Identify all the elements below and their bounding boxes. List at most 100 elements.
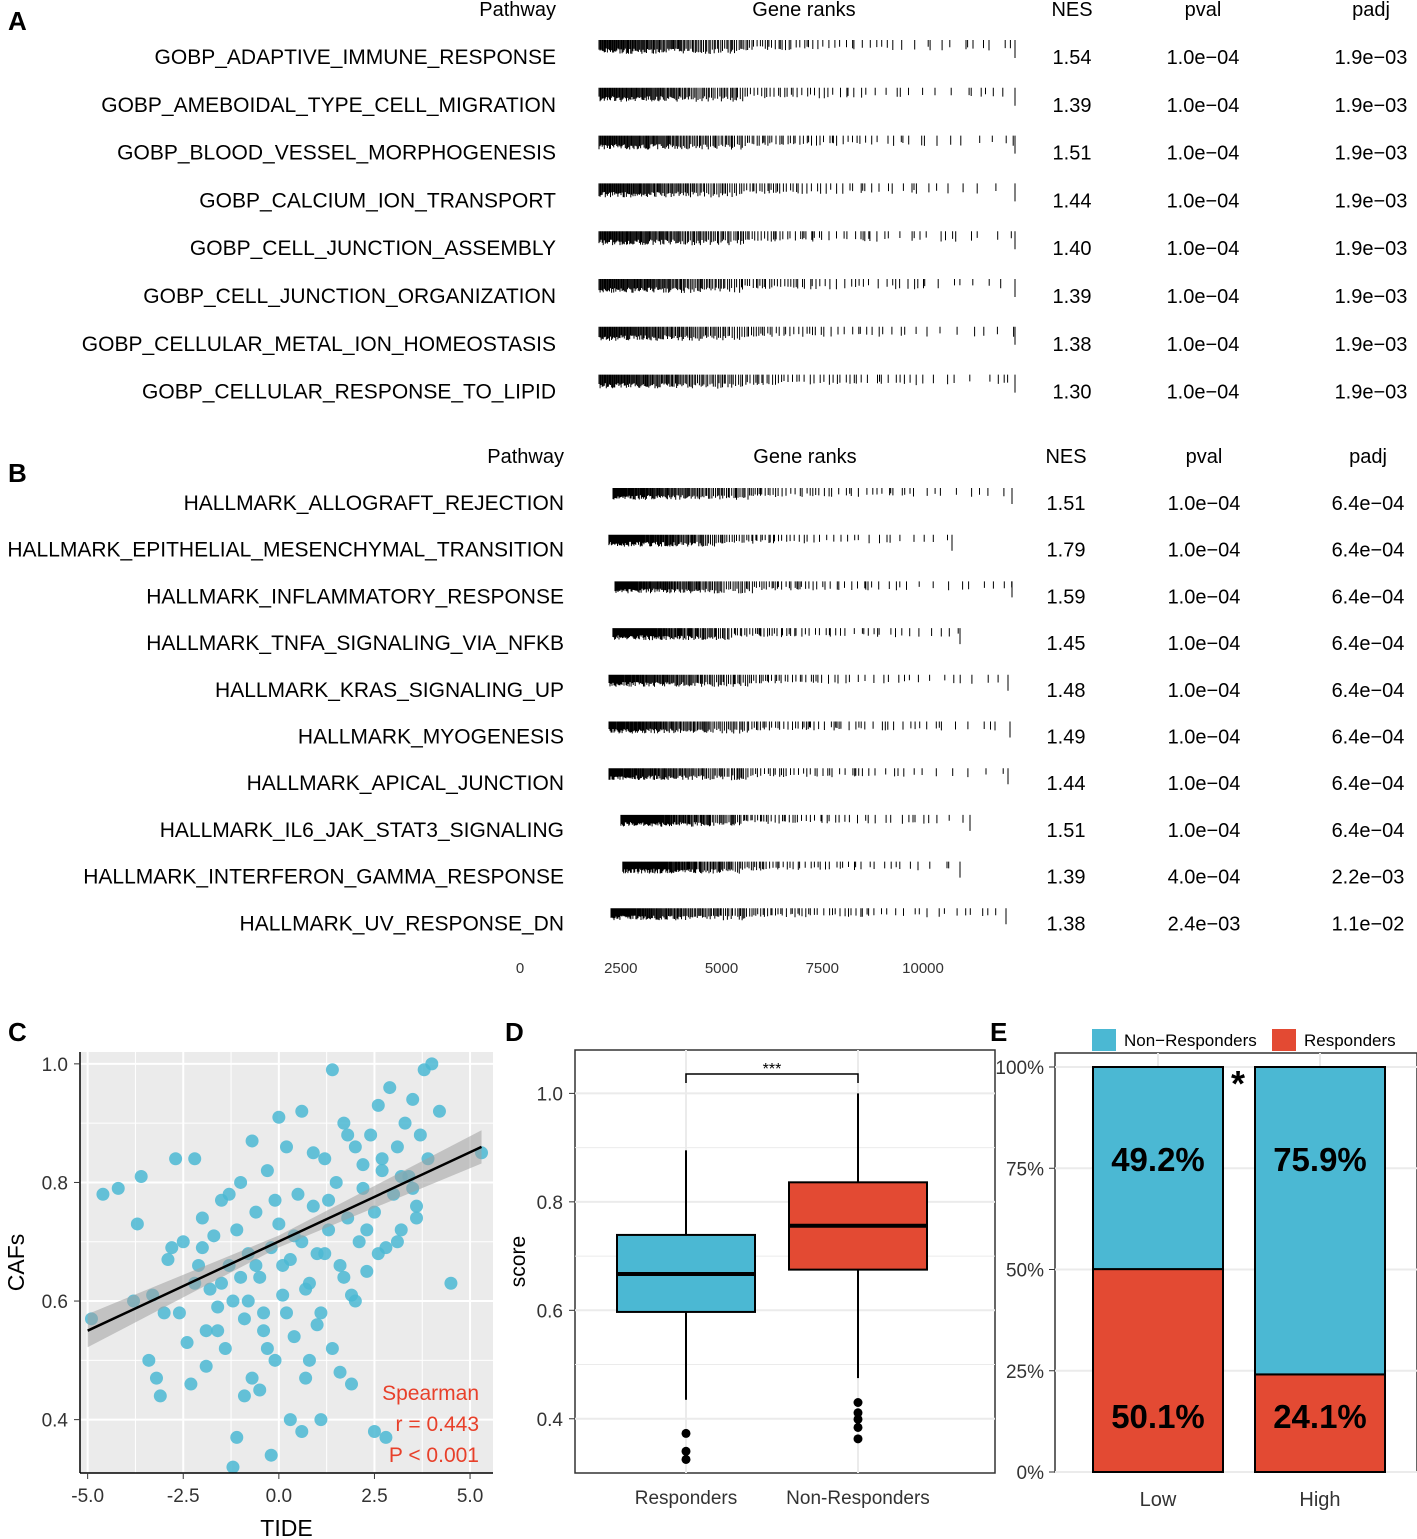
data-label-non-responders: 49.2%	[1111, 1141, 1205, 1178]
scatter-point	[367, 1424, 381, 1438]
legend-swatch-non-responders	[1092, 1029, 1116, 1051]
table-row: HALLMARK_EPITHELIAL_MESENCHYMAL_TRANSITI…	[7, 534, 1404, 562]
pathway-label: GOBP_BLOOD_VESSEL_MORPHOGENESIS	[117, 142, 556, 165]
panel-b-rank-axis: 0 2500 5000 7500 10000	[516, 960, 944, 977]
scatter-point	[214, 1276, 228, 1290]
y-tick-label: 1.0	[42, 1055, 68, 1076]
pathway-label: HALLMARK_APICAL_JUNCTION	[247, 772, 564, 795]
legend-label-non-responders: Non−Responders	[1124, 1031, 1257, 1050]
scatter-point	[432, 1104, 446, 1118]
scatter-point	[149, 1371, 163, 1385]
scatter-point	[314, 1306, 328, 1320]
scatter-point	[410, 1211, 424, 1225]
table-row: GOBP_CALCIUM_ION_TRANSPORT 1.44 1.0e−04 1.9…	[199, 183, 1407, 212]
padj-value: 6.4e−04	[1332, 727, 1405, 749]
pval-value: 1.0e−04	[1167, 95, 1240, 117]
spearman-annotation: r = 0.443	[396, 1413, 479, 1436]
scatter-point	[234, 1270, 248, 1284]
pval-value: 1.0e−04	[1168, 680, 1241, 702]
scatter-point	[410, 1199, 424, 1213]
nes-value: 1.45	[1047, 633, 1086, 655]
y-axis-title: score	[507, 1236, 530, 1287]
regression-line	[87, 1145, 483, 1332]
scatter-point	[241, 1294, 255, 1308]
barcode-ticks	[612, 628, 959, 641]
nes-value: 1.49	[1047, 727, 1086, 749]
scatter-point	[245, 1134, 259, 1148]
table-row: HALLMARK_APICAL_JUNCTION 1.44 1.0e−04 6.4e−…	[247, 768, 1404, 795]
scatter-point	[337, 1116, 351, 1130]
scatter-point	[371, 1247, 385, 1261]
scatter-point	[245, 1371, 259, 1385]
padj-value: 1.9e−03	[1335, 286, 1408, 308]
scatter-point	[337, 1270, 351, 1284]
y-tick-label: 0.4	[537, 1410, 564, 1431]
scatter-point	[371, 1098, 385, 1112]
pval-value: 1.0e−04	[1167, 382, 1240, 404]
table-row: HALLMARK_INTERFERON_GAMMA_RESPONSE 1.39 4.…	[83, 861, 1404, 889]
pathway-label: HALLMARK_MYOGENESIS	[298, 726, 564, 749]
panel-b-headers: Pathway Gene ranks NES pval padj	[487, 446, 1387, 468]
barcode-ticks	[608, 534, 948, 547]
scatter-point	[211, 1324, 225, 1338]
scatter-point	[226, 1294, 240, 1308]
padj-value: 1.9e−03	[1335, 47, 1408, 69]
nes-value: 1.79	[1047, 540, 1086, 562]
panel-label-d: D	[505, 1017, 524, 1047]
spearman-annotation: P < 0.001	[389, 1444, 479, 1467]
padj-value: 6.4e−04	[1332, 633, 1405, 655]
scatter-point	[211, 1300, 225, 1314]
scatter-point	[157, 1306, 171, 1320]
x-axis-title: TIDE	[260, 1515, 312, 1539]
scatter-point	[176, 1235, 190, 1249]
outlier-point	[853, 1398, 863, 1407]
header-nes-a: NES	[1051, 0, 1092, 21]
x-tick-label: 5.0	[457, 1486, 483, 1507]
gene-rank-barcode	[610, 908, 1007, 925]
scatter-point	[329, 1175, 343, 1189]
pathway-label: HALLMARK_ALLOGRAFT_REJECTION	[184, 492, 564, 515]
panel-label-e: E	[990, 1017, 1007, 1047]
scatter-point	[188, 1152, 202, 1166]
scatter-point	[184, 1377, 198, 1391]
panel-b-table: HALLMARK_ALLOGRAFT_REJECTION 1.51 1.0e−04 6…	[7, 488, 1404, 935]
table-row: HALLMARK_UV_RESPONSE_DN 1.38 2.4e−03 1.1e−0…	[240, 908, 1404, 935]
pathway-label: HALLMARK_EPITHELIAL_MESENCHYMAL_TRANSITI…	[7, 539, 564, 562]
bar-responders-high	[1254, 1373, 1386, 1474]
scatter-point	[325, 1341, 339, 1355]
outlier-point	[853, 1422, 863, 1432]
scatter-point	[96, 1187, 110, 1201]
rank-tick-label: 5000	[705, 960, 738, 977]
scatter-point	[272, 1217, 286, 1231]
padj-value: 1.9e−03	[1335, 190, 1408, 212]
y-tick-label: 0.4	[42, 1411, 69, 1432]
y-tick-label: 50%	[1006, 1261, 1044, 1282]
scatter-point	[199, 1324, 213, 1338]
gene-rank-barcode	[612, 488, 1013, 504]
pathway-label: HALLMARK_INFLAMMATORY_RESPONSE	[146, 585, 564, 608]
scatter-point	[333, 1258, 347, 1272]
gene-rank-barcode	[598, 231, 1016, 250]
x-tick-label: -5.0	[71, 1486, 104, 1507]
scatter-point	[341, 1128, 355, 1142]
outlier-point	[681, 1454, 691, 1464]
outlier-point	[853, 1408, 863, 1418]
pathway-label: GOBP_CELLULAR_METAL_ION_HOMEOSTASIS	[82, 333, 556, 356]
nes-value: 1.39	[1053, 286, 1092, 308]
outlier-point	[853, 1434, 863, 1444]
header-padj-b: padj	[1349, 446, 1387, 468]
pathway-label: GOBP_CELL_JUNCTION_ASSEMBLY	[190, 237, 556, 260]
pval-value: 1.0e−04	[1168, 586, 1241, 608]
pval-value: 1.0e−04	[1167, 286, 1240, 308]
padj-value: 6.4e−04	[1332, 820, 1405, 842]
scatter-point	[237, 1389, 251, 1403]
nes-value: 1.30	[1053, 382, 1092, 404]
barcode-ticks	[598, 326, 1015, 341]
table-row: GOBP_BLOOD_VESSEL_MORPHOGENESIS 1.51 1.0e−…	[117, 135, 1407, 165]
pval-value: 1.0e−04	[1168, 493, 1241, 515]
nes-value: 1.39	[1047, 867, 1086, 889]
gene-rank-barcode	[598, 326, 1016, 345]
outlier-point	[681, 1446, 691, 1456]
table-row: HALLMARK_TNFA_SIGNALING_VIA_NFKB 1.45 1.0e…	[146, 628, 1404, 655]
y-tick-label: 75%	[1006, 1159, 1044, 1180]
